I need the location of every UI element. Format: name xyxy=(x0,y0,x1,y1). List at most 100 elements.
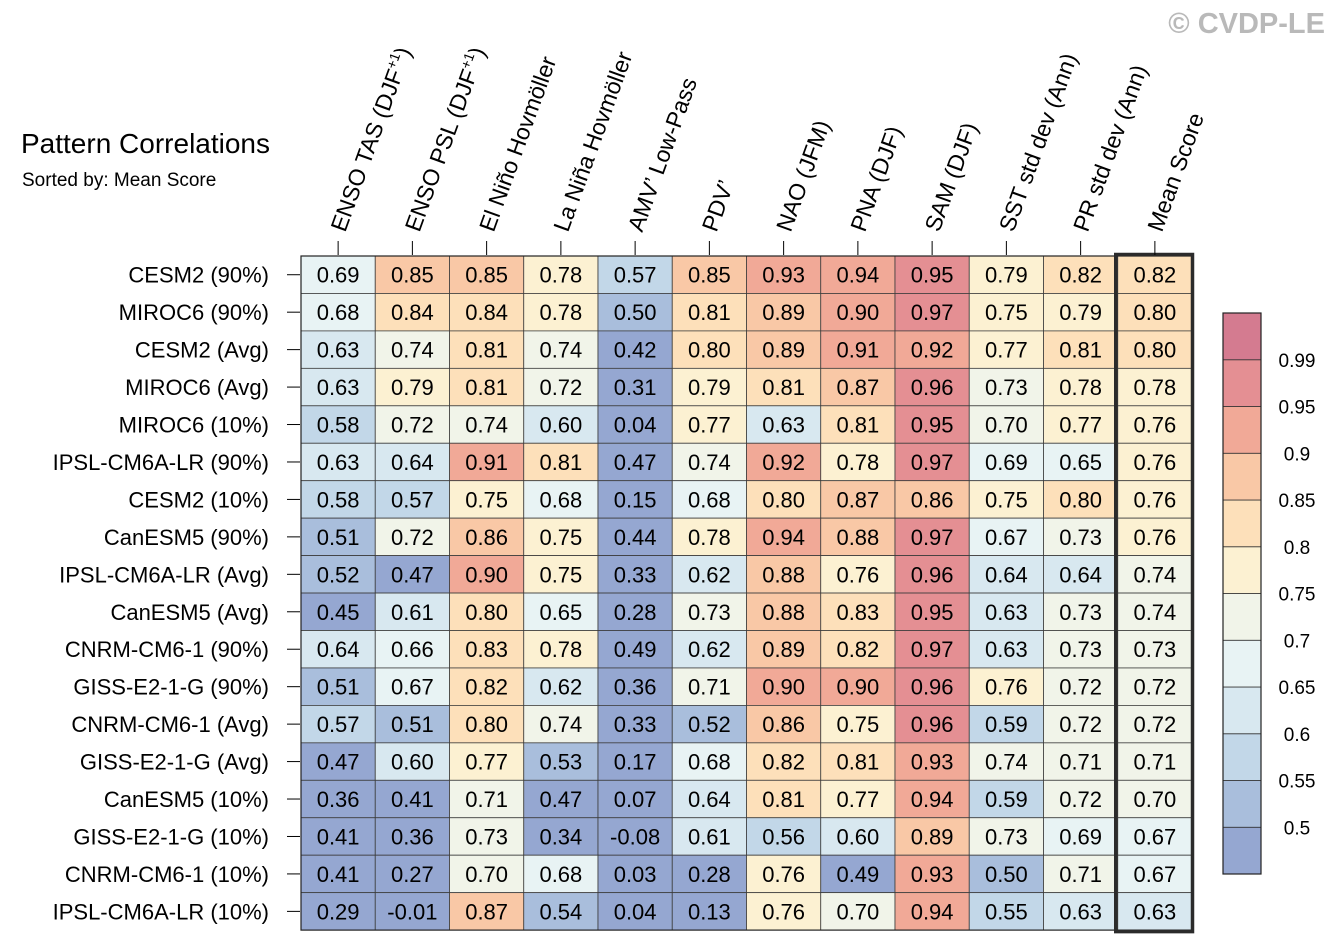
cell-value: 0.86 xyxy=(465,525,508,550)
heatmap-cell xyxy=(1117,480,1193,519)
cell-value: 0.64 xyxy=(1059,562,1102,587)
heatmap-cell xyxy=(449,817,525,856)
heatmap-cell xyxy=(1117,330,1193,369)
cell-value: 0.03 xyxy=(614,862,657,887)
cell-value: 0.44 xyxy=(614,525,657,550)
row-label: CNRM-CM6-1 (Avg) xyxy=(71,712,269,737)
heatmap-cell xyxy=(449,517,525,557)
cell-value: 0.41 xyxy=(317,824,360,849)
cell-value: 0.75 xyxy=(465,487,508,512)
colorbar-swatch xyxy=(1222,686,1262,735)
heatmap-cell xyxy=(597,592,673,631)
cell-value: 0.65 xyxy=(539,600,582,625)
cell-value: 0.91 xyxy=(836,338,879,363)
cell-value: 0.80 xyxy=(762,487,805,512)
colorbar-swatch xyxy=(1222,312,1262,361)
heatmap-cell xyxy=(671,630,747,669)
cell-value: 0.75 xyxy=(836,712,879,737)
heatmap-cell xyxy=(671,667,747,706)
column-label: NAO (JFM) xyxy=(771,117,835,235)
heatmap-cell xyxy=(746,405,822,444)
cell-value: 0.93 xyxy=(762,263,805,288)
cell-value: 0.70 xyxy=(836,899,879,924)
cell-value: 0.96 xyxy=(911,712,954,737)
cell-value: 0.82 xyxy=(1133,263,1176,288)
heatmap-cell xyxy=(746,742,822,781)
heatmap-cell xyxy=(894,555,970,594)
cell-value: 0.71 xyxy=(1133,750,1176,775)
row-label: CanESM5 (90%) xyxy=(104,525,269,550)
cell-value: 0.28 xyxy=(688,862,731,887)
heatmap-cell xyxy=(449,367,525,407)
column-label: Mean Score xyxy=(1142,109,1209,234)
heatmap-cell xyxy=(894,367,970,407)
cell-value: 0.75 xyxy=(539,525,582,550)
cell-value: 0.67 xyxy=(1133,862,1176,887)
heatmap-cell xyxy=(1043,779,1119,819)
cell-value: 0.87 xyxy=(836,487,879,512)
cell-value: 0.67 xyxy=(391,675,434,700)
heatmap-cell xyxy=(968,630,1044,669)
heatmap-cell xyxy=(746,817,822,856)
cell-value: 0.64 xyxy=(317,637,360,662)
heatmap-cell xyxy=(300,517,376,557)
cell-value: 0.89 xyxy=(911,824,954,849)
heatmap-cell xyxy=(374,854,450,894)
heatmap-cell xyxy=(597,742,673,781)
heatmap-cell xyxy=(1117,592,1193,631)
heatmap-cell xyxy=(1117,517,1193,557)
heatmap-cell xyxy=(746,667,822,706)
heatmap-cell xyxy=(449,705,525,744)
cell-value: 0.50 xyxy=(614,300,657,325)
cell-value: 0.04 xyxy=(614,413,657,438)
heatmap-cell xyxy=(300,442,376,482)
chart-subtitle: Sorted by: Mean Score xyxy=(22,170,216,191)
cell-value: 0.36 xyxy=(614,675,657,700)
heatmap-cell xyxy=(671,293,747,332)
colorbar-tick-label: 0.9 xyxy=(1284,444,1310,465)
row-label: CNRM-CM6-1 (90%) xyxy=(65,637,269,662)
cell-value: 0.63 xyxy=(1059,899,1102,924)
row-label: IPSL-CM6A-LR (10%) xyxy=(53,899,269,924)
cell-value: 0.71 xyxy=(1059,862,1102,887)
cell-value: 0.97 xyxy=(911,300,954,325)
cell-value: 0.63 xyxy=(985,600,1028,625)
cell-value: 0.94 xyxy=(836,263,879,288)
colorbar-tick-label: 0.55 xyxy=(1279,772,1316,793)
heatmap-cell xyxy=(746,330,822,369)
cell-value: 0.81 xyxy=(1059,338,1102,363)
cell-value: 0.07 xyxy=(614,787,657,812)
column-label: SST std dev (Ann) xyxy=(994,50,1083,235)
cell-value: 0.62 xyxy=(688,637,731,662)
heatmap-cell xyxy=(1117,742,1193,781)
cell-value: 0.90 xyxy=(762,675,805,700)
heatmap-cell xyxy=(746,779,822,819)
cell-value: 0.79 xyxy=(1059,300,1102,325)
cell-value: 0.75 xyxy=(985,487,1028,512)
heatmap-cell xyxy=(671,892,747,931)
cell-value: 0.90 xyxy=(465,562,508,587)
cell-value: 0.76 xyxy=(762,862,805,887)
cell-value: 0.72 xyxy=(1059,675,1102,700)
cell-value: 0.83 xyxy=(465,637,508,662)
heatmap-cell xyxy=(449,667,525,706)
column-label: PDV’ xyxy=(697,177,739,235)
heatmap-cell xyxy=(968,892,1044,931)
cell-value: 0.74 xyxy=(539,712,582,737)
heatmap-cell xyxy=(1043,667,1119,706)
heatmap-cell xyxy=(968,255,1044,294)
heatmap-cell xyxy=(1043,517,1119,557)
cell-value: -0.01 xyxy=(387,899,437,924)
cell-value: 0.73 xyxy=(1059,637,1102,662)
cell-value: 0.51 xyxy=(317,675,360,700)
cell-value: 0.73 xyxy=(1133,637,1176,662)
heatmap-cell xyxy=(374,630,450,669)
cell-value: 0.76 xyxy=(1133,450,1176,475)
copyright-watermark: © CVDP-LE xyxy=(1168,8,1325,40)
cell-value: 0.82 xyxy=(836,637,879,662)
cell-value: 0.70 xyxy=(1133,787,1176,812)
colorbar-swatch xyxy=(1222,499,1262,548)
cell-value: 0.74 xyxy=(985,750,1028,775)
cell-value: 0.62 xyxy=(539,675,582,700)
heatmap-cell xyxy=(374,480,450,519)
